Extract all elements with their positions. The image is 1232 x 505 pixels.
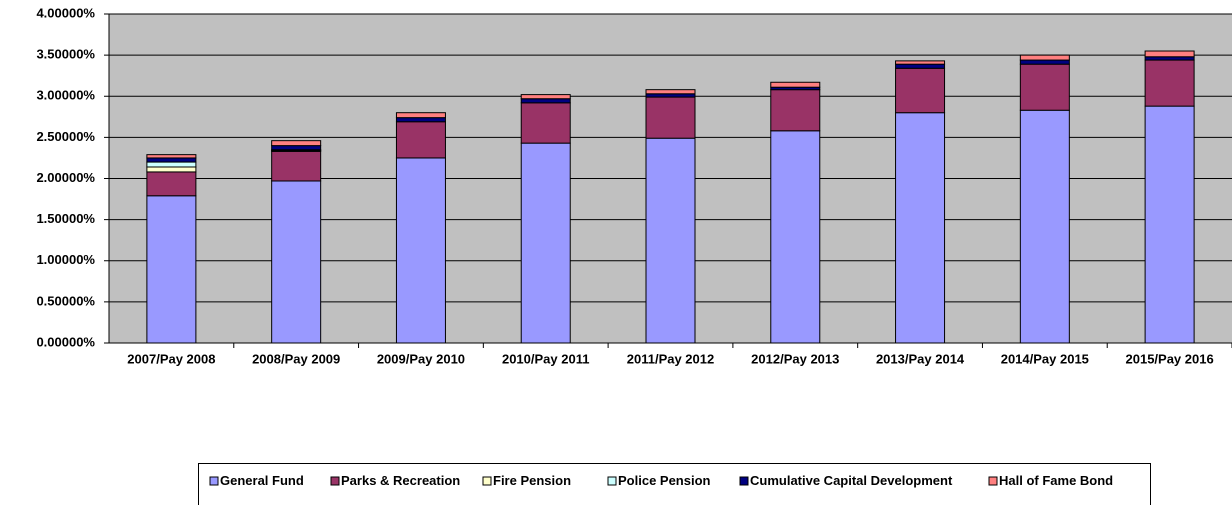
x-tick-label: 2007/Pay 2008 [127, 351, 215, 366]
x-tick-label: 2011/Pay 2012 [627, 351, 714, 366]
legend-label: Fire Pension [493, 473, 571, 488]
bar-segment [520, 98, 571, 104]
bar-segment [1019, 63, 1070, 111]
legend-label: Hall of Fame Bond [999, 473, 1113, 488]
legend-label: General Fund [220, 473, 304, 488]
y-tick-label: 1.00000% [36, 252, 95, 267]
bar-segment [1019, 54, 1070, 61]
x-tick-label: 2013/Pay 2014 [876, 351, 965, 366]
bar-segment [520, 102, 571, 144]
bar-segment [146, 195, 197, 344]
bar-segment [395, 121, 446, 159]
legend-label: Parks & Recreation [341, 473, 460, 488]
y-tick-label: 1.50000% [36, 211, 95, 226]
legend-label: Cumulative Capital Development [750, 473, 953, 488]
bar-segment [520, 142, 571, 344]
bar-segment [271, 150, 322, 182]
bar-segment [271, 180, 322, 344]
bar-segment [146, 157, 197, 163]
bar-segment [271, 140, 322, 147]
bar-segment [395, 117, 446, 123]
bar-segment [146, 161, 197, 168]
x-tick-label: 2008/Pay 2009 [252, 351, 340, 366]
bar-segment [770, 89, 821, 132]
y-tick-label: 4.00000% [36, 5, 95, 20]
x-tick-label: 2009/Pay 2010 [377, 351, 465, 366]
x-tick-label: 2010/Pay 2011 [502, 351, 589, 366]
bar-segment [395, 112, 446, 119]
bar-segment [146, 154, 197, 159]
bar-segment [1144, 105, 1195, 344]
bar-segment [146, 171, 197, 197]
y-tick-label: 0.50000% [36, 293, 95, 308]
bar-segment [1144, 59, 1195, 107]
bar-segment [895, 67, 946, 114]
x-tick-label: 2012/Pay 2013 [751, 351, 839, 366]
bar-segment [1144, 50, 1195, 58]
bar-segment [645, 137, 696, 344]
bar-segment [895, 60, 946, 65]
bar-segment [645, 89, 696, 95]
bar-segment [1019, 59, 1070, 65]
legend-swatch [988, 476, 998, 486]
bar-segment [395, 157, 446, 344]
bar-segment [1019, 109, 1070, 344]
y-tick-label: 2.00000% [36, 170, 95, 185]
x-tick-label: 2014/Pay 2015 [1001, 351, 1089, 366]
y-tick-label: 2.50000% [36, 129, 95, 144]
bar-segment [520, 94, 571, 100]
bar-segment [895, 63, 946, 69]
y-tick-label: 3.50000% [36, 47, 95, 62]
legend-swatch [209, 476, 219, 486]
bar-segment [645, 96, 696, 139]
y-tick-label: 0.00000% [36, 334, 95, 349]
x-tick-label: 2015/Pay 2016 [1126, 351, 1214, 366]
legend-swatch [739, 476, 749, 486]
bar-segment [895, 112, 946, 344]
legend-swatch [482, 476, 492, 486]
legend-swatch [330, 476, 340, 486]
y-tick-label: 3.00000% [36, 88, 95, 103]
bar-segment [271, 145, 322, 151]
bar-segment [146, 166, 197, 173]
bar-segment [770, 81, 821, 88]
legend-swatch [607, 476, 617, 486]
legend-label: Police Pension [618, 473, 711, 488]
bar-segment [770, 130, 821, 344]
